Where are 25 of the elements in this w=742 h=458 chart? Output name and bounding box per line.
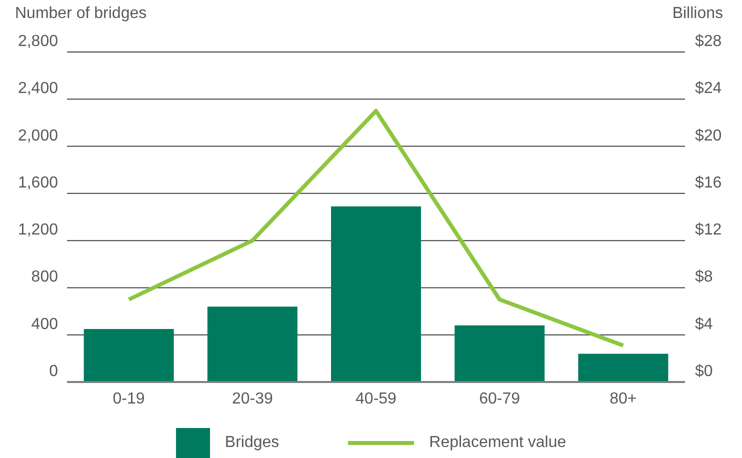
legend-label: Bridges (224, 434, 280, 452)
x-tick-label: 40-59 (356, 390, 397, 408)
y-tick-label: 2,800 (18, 33, 58, 50)
y2-tick-label: $28 (695, 33, 722, 50)
x-tick-label: 60-79 (479, 390, 520, 408)
y2-tick-label: $20 (695, 127, 722, 144)
y-tick-label: 1,200 (18, 222, 58, 239)
y2-tick-label: $12 (695, 222, 722, 239)
y2-tick-label: $0 (695, 363, 713, 380)
y2-tick-label: $24 (695, 80, 722, 98)
y-tick-label: 2,000 (18, 127, 58, 144)
y-tick-label: 400 (31, 316, 58, 333)
y-axis-title: Number of bridges (15, 5, 147, 23)
y2-tick-label: $4 (695, 316, 713, 333)
y2-tick-label: $8 (695, 268, 713, 286)
legend-label: Replacement value (429, 434, 566, 452)
y-tick-label: 2,400 (18, 80, 58, 98)
y-tick-label: 1,600 (18, 174, 58, 192)
y-tick-label: 0 (49, 363, 58, 380)
y2-tick-label: $16 (695, 174, 722, 192)
y-tick-label: 800 (31, 268, 58, 286)
y2-axis-title: Billions (672, 5, 723, 23)
x-tick-label: 80+ (610, 390, 637, 408)
x-tick-label: 0-19 (112, 390, 145, 408)
x-tick-label: 20-39 (232, 390, 273, 408)
